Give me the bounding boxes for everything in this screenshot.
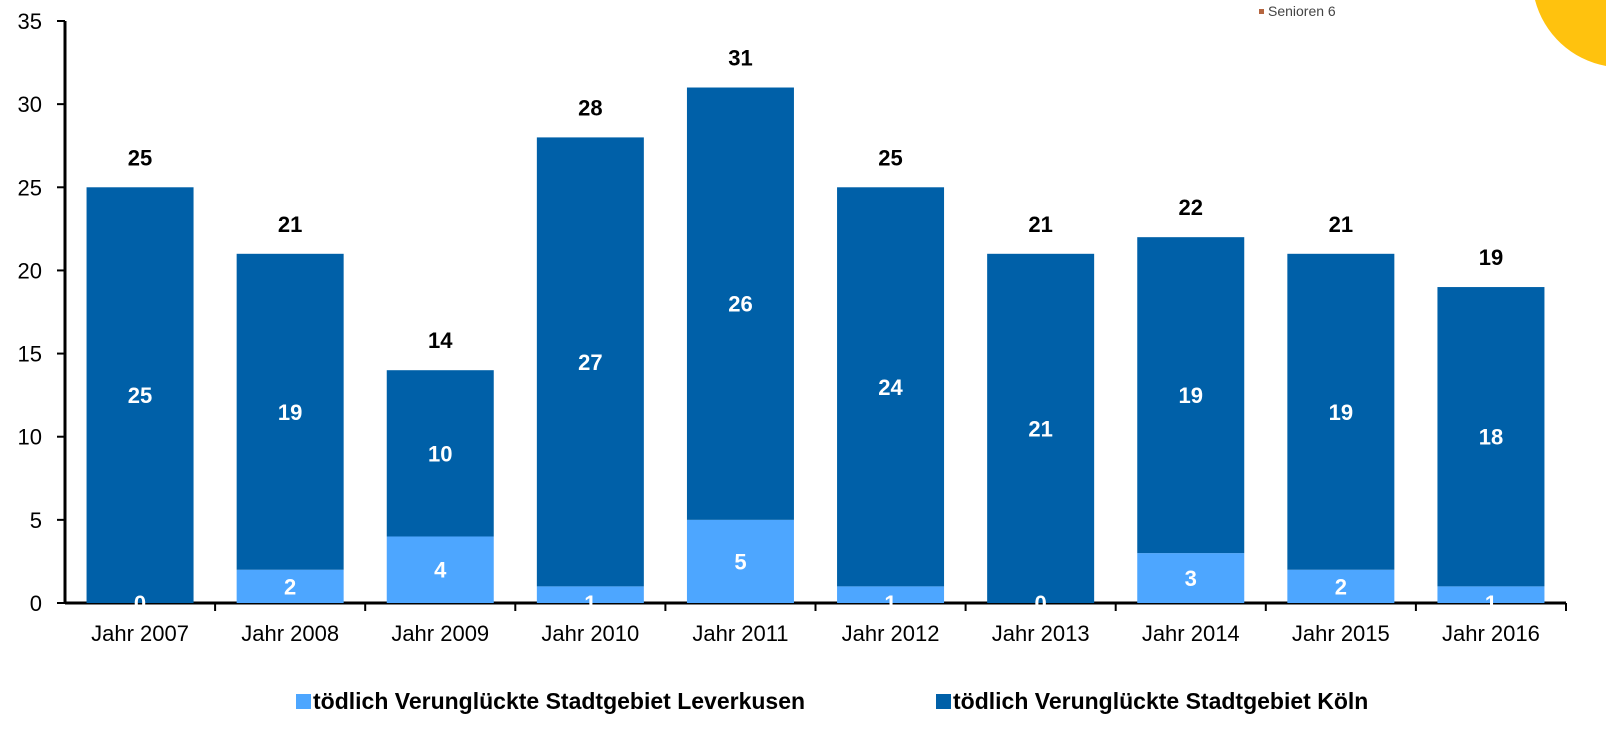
data-label-koeln: 25 xyxy=(128,383,152,408)
x-tick-label: Jahr 2007 xyxy=(91,621,189,646)
y-tick-label: 5 xyxy=(30,508,42,533)
y-tick-label: 35 xyxy=(18,9,42,34)
data-label-koeln: 21 xyxy=(1028,416,1052,441)
bar-segment-leverkusen xyxy=(1437,586,1545,603)
x-tick-label: Jahr 2012 xyxy=(842,621,940,646)
bar-segment-leverkusen xyxy=(686,519,794,603)
data-label-koeln: 19 xyxy=(1329,400,1353,425)
bar-segment-leverkusen xyxy=(236,569,344,603)
data-label-leverkusen: 1 xyxy=(1485,591,1497,616)
bar-segment-leverkusen xyxy=(1287,569,1395,603)
x-tick-label: Jahr 2014 xyxy=(1142,621,1240,646)
data-label-total: 21 xyxy=(1028,212,1052,237)
corner-note: Senioren 6 xyxy=(1268,3,1336,19)
legend-label-koeln: tödlich Verunglückte Stadtgebiet Köln xyxy=(953,688,1368,714)
bar-segment-leverkusen xyxy=(386,536,494,603)
data-label-koeln: 24 xyxy=(878,375,903,400)
legend: tödlich Verunglückte Stadtgebiet Leverku… xyxy=(296,688,1368,714)
data-label-total: 25 xyxy=(878,145,902,170)
x-tick-label: Jahr 2015 xyxy=(1292,621,1390,646)
data-label-leverkusen: 0 xyxy=(1035,591,1047,616)
x-tick-label: Jahr 2009 xyxy=(391,621,489,646)
bar-segment-leverkusen xyxy=(1137,553,1245,603)
data-label-total: 21 xyxy=(278,212,302,237)
data-label-leverkusen: 1 xyxy=(584,591,596,616)
data-label-leverkusen: 2 xyxy=(284,574,296,599)
bar-segment-koeln xyxy=(686,87,794,520)
data-label-total: 22 xyxy=(1179,195,1203,220)
y-tick-label: 10 xyxy=(18,425,42,450)
bar-segment-koeln xyxy=(837,187,945,587)
bar-segment-koeln xyxy=(1437,287,1545,587)
data-label-total: 25 xyxy=(128,145,152,170)
data-label-koeln: 19 xyxy=(278,400,302,425)
data-label-koeln: 18 xyxy=(1479,425,1503,450)
data-label-total: 21 xyxy=(1329,212,1353,237)
bar-segment-koeln xyxy=(236,253,344,570)
data-label-leverkusen: 2 xyxy=(1335,574,1347,599)
data-label-total: 31 xyxy=(728,46,752,71)
x-tick-label: Jahr 2016 xyxy=(1442,621,1540,646)
y-tick-label: 0 xyxy=(30,591,42,616)
bar-segment-leverkusen xyxy=(837,586,945,603)
legend-label-leverkusen: tödlich Verunglückte Stadtgebiet Leverku… xyxy=(313,688,805,714)
bar-segment-koeln xyxy=(1137,237,1245,554)
bar-segment-koeln xyxy=(386,370,494,537)
y-tick-label: 20 xyxy=(18,258,42,283)
data-label-koeln: 19 xyxy=(1179,383,1203,408)
legend-swatch-koeln xyxy=(936,694,951,709)
data-label-leverkusen: 1 xyxy=(884,591,896,616)
x-tick-label: Jahr 2011 xyxy=(692,621,788,646)
data-label-koeln: 26 xyxy=(728,292,752,317)
data-label-leverkusen: 5 xyxy=(734,549,746,574)
data-label-total: 28 xyxy=(578,95,602,120)
x-tick-label: Jahr 2013 xyxy=(992,621,1090,646)
data-label-total: 14 xyxy=(428,328,453,353)
bar-segment-leverkusen xyxy=(536,586,644,603)
y-tick-label: 25 xyxy=(18,175,42,200)
bar-segment-koeln xyxy=(1287,253,1395,570)
note-bullet-icon xyxy=(1259,9,1264,14)
data-label-leverkusen: 0 xyxy=(134,591,146,616)
bar-segment-koeln xyxy=(86,187,194,604)
bar-segment-koeln xyxy=(536,137,644,587)
data-label-total: 19 xyxy=(1479,245,1503,270)
y-tick-label: 15 xyxy=(18,342,42,367)
data-label-leverkusen: 3 xyxy=(1185,566,1197,591)
data-label-leverkusen: 4 xyxy=(434,558,447,583)
legend-swatch-leverkusen xyxy=(296,694,311,709)
bar-segment-koeln xyxy=(987,253,1095,604)
corner-accent-shape xyxy=(1535,0,1606,66)
x-tick-label: Jahr 2010 xyxy=(541,621,639,646)
data-label-koeln: 27 xyxy=(578,350,602,375)
y-tick-label: 30 xyxy=(18,92,42,117)
x-tick-label: Jahr 2008 xyxy=(241,621,339,646)
data-label-koeln: 10 xyxy=(428,441,452,466)
